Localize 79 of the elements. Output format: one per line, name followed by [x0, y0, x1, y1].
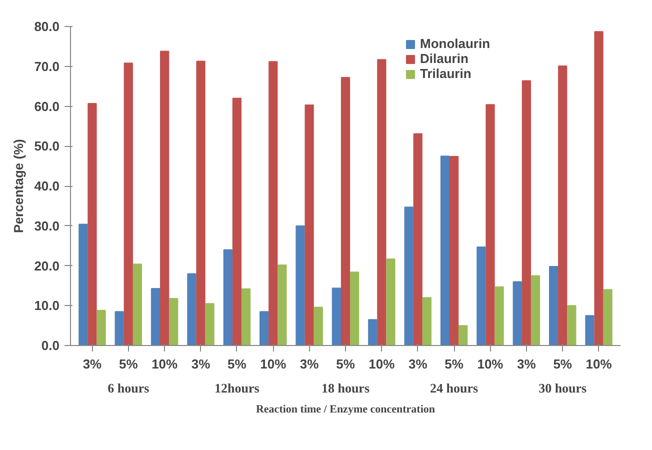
x-tick-label: 5% — [119, 356, 138, 372]
x-tick-label: 5% — [336, 356, 356, 372]
bar — [449, 156, 459, 346]
bar — [386, 258, 396, 346]
bar — [440, 156, 450, 346]
bar — [205, 303, 214, 346]
x-tick-label: 5% — [553, 356, 572, 372]
bar — [458, 325, 468, 346]
x-tick-label: 3% — [408, 356, 428, 372]
y-tick-label: 70.0 — [34, 58, 60, 74]
bar — [196, 60, 206, 346]
text: 24 hours — [430, 380, 478, 396]
bar — [150, 288, 160, 346]
bar — [422, 297, 432, 346]
bar — [530, 275, 540, 346]
y-axis-title: Percentage (%) — [11, 139, 26, 233]
bar — [96, 310, 106, 346]
bar — [603, 289, 612, 346]
bar — [558, 65, 568, 346]
bar — [512, 281, 522, 346]
x-tick-label: 3% — [300, 356, 320, 372]
x-tick-label: 5% — [228, 356, 247, 372]
bar — [88, 102, 97, 346]
bar — [241, 288, 251, 346]
x-tick-label: 3% — [191, 356, 211, 372]
x-tick-label: 3% — [82, 356, 102, 372]
bar — [304, 104, 314, 346]
bar — [124, 62, 133, 346]
bar — [350, 272, 360, 346]
x-tick-label: 10% — [260, 356, 287, 372]
bar — [340, 77, 350, 346]
bar — [413, 133, 422, 346]
text: 18 hours — [321, 380, 370, 396]
legend-label: Monolaurin — [420, 36, 490, 51]
bar — [548, 266, 558, 346]
bar — [223, 249, 232, 346]
bar — [169, 298, 178, 346]
bar — [314, 306, 323, 346]
bar — [332, 288, 342, 346]
bar — [132, 264, 142, 346]
bar — [486, 104, 495, 346]
bar — [232, 98, 242, 346]
bar — [522, 80, 531, 346]
bar — [368, 319, 378, 346]
bar — [594, 31, 604, 346]
text: 30 hours — [538, 380, 587, 396]
bar — [260, 311, 269, 346]
x-tick-label: 10% — [152, 356, 178, 372]
bar — [160, 50, 170, 346]
x-tick-label: 10% — [368, 356, 396, 372]
x-tick-label: 10% — [477, 356, 504, 372]
y-tick-label: 60.0 — [34, 98, 60, 114]
x-tick-label: 3% — [517, 356, 536, 372]
bar — [377, 59, 386, 346]
bar — [567, 305, 576, 346]
y-tick-label: 50.0 — [34, 138, 60, 154]
bar — [476, 246, 486, 346]
text: 6 hours — [108, 380, 150, 396]
bar — [114, 311, 124, 346]
x-axis-title: Reaction time / Enzyme concentration — [256, 404, 436, 416]
bar — [78, 224, 88, 346]
x-tick-label: 10% — [586, 356, 612, 372]
text: 12hours — [214, 380, 260, 396]
bar — [404, 206, 414, 346]
bar — [187, 273, 196, 346]
bar — [494, 286, 504, 346]
y-tick-label: 80.0 — [34, 19, 60, 34]
bar — [296, 225, 305, 346]
bar — [268, 61, 278, 346]
y-tick-label: 20.0 — [34, 258, 60, 274]
y-tick-label: 0.0 — [41, 338, 60, 353]
bar — [585, 315, 594, 346]
bar — [278, 264, 287, 346]
legend-label: Trilaurin — [420, 66, 472, 81]
legend-label: Dilaurin — [420, 51, 468, 66]
x-tick-label: 5% — [444, 356, 464, 372]
y-tick-label: 10.0 — [34, 298, 60, 314]
y-tick-label: 40.0 — [34, 178, 60, 194]
y-tick-label: 30.0 — [34, 218, 60, 234]
